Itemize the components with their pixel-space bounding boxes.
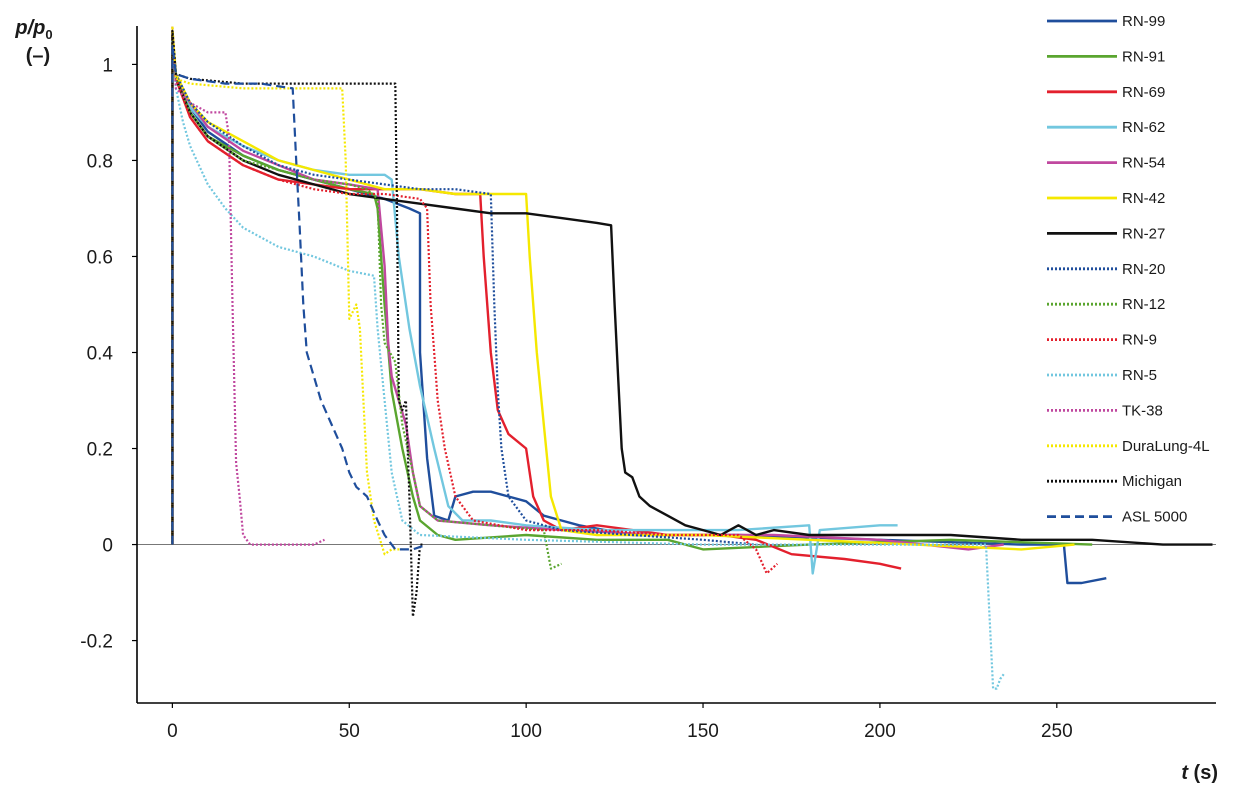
series-line-rn-20 [171,34,757,546]
series-line-asl-5000 [171,44,428,551]
legend-label: RN-54 [1122,155,1165,172]
x-axis-title-unit: (s) [1194,762,1218,784]
series-line-rn-62 [171,34,898,575]
axes-layer [136,26,1216,704]
legend-label: RN-42 [1122,190,1165,207]
legend-label: Michigan [1122,473,1182,490]
y-tick-label: 0.6 [87,247,113,268]
series-line-rn-54 [171,29,1004,551]
y-axis-title: p/p0 [14,17,52,42]
y-tick-label: 0 [102,536,113,557]
x-tick-label: 50 [339,721,360,742]
legend-label: ASL 5000 [1122,509,1187,526]
y-tick-label: 0.4 [87,343,114,364]
series-layer [171,24,1213,690]
legend-label: RN-27 [1122,225,1165,242]
y-tick-label: 0.8 [87,151,113,172]
y-tick-label: 0.2 [87,440,113,461]
x-tick-label: 150 [687,721,719,742]
series-line-tk-38 [171,24,325,546]
legend: RN-99 RN-91 RN-69 RN-62 RN-54 RN-42 RN-27 RN-20… [1047,13,1210,526]
legend-label: RN-99 [1122,13,1165,30]
legend-label: RN-5 [1122,367,1157,384]
series-line-rn-69 [171,34,902,570]
x-axis-title: t (s) [1181,762,1218,784]
legend-label: RN-91 [1122,48,1165,65]
y-tick-label: -0.2 [80,632,113,653]
legend-label: DuraLung-4L [1122,438,1210,455]
series-line-rn-42 [171,29,1075,551]
x-axis-title-main: t [1181,762,1189,784]
legend-label: RN-9 [1122,332,1157,349]
series-line-rn-12 [171,44,562,570]
y-axis-title-sub: 0 [45,27,52,42]
x-tick-label: 200 [864,721,896,742]
y-axis-title-main: p/p [14,17,45,39]
legend-label: RN-20 [1122,261,1165,278]
legend-label: TK-38 [1122,402,1163,419]
series-line-rn-99 [171,34,1107,585]
series-line-rn-91 [171,44,1093,551]
series-line-rn-5 [171,39,1005,690]
x-tick-label: 250 [1041,721,1073,742]
x-tick-label: 100 [510,721,542,742]
x-tick-label: 0 [167,721,178,742]
legend-label: RN-12 [1122,296,1165,313]
y-tick-label: 1 [102,55,113,76]
ticks-layer: 0 50 100 150 200 250 1 0.8 0.6 0.4 0.2 0 -0.2 [80,55,1072,742]
y-axis-unit: (–) [26,45,50,67]
legend-label: RN-62 [1122,119,1165,136]
series-line-duralung-4l [171,24,403,556]
legend-label: RN-69 [1122,84,1165,101]
series-line-rn-27 [171,34,1213,546]
